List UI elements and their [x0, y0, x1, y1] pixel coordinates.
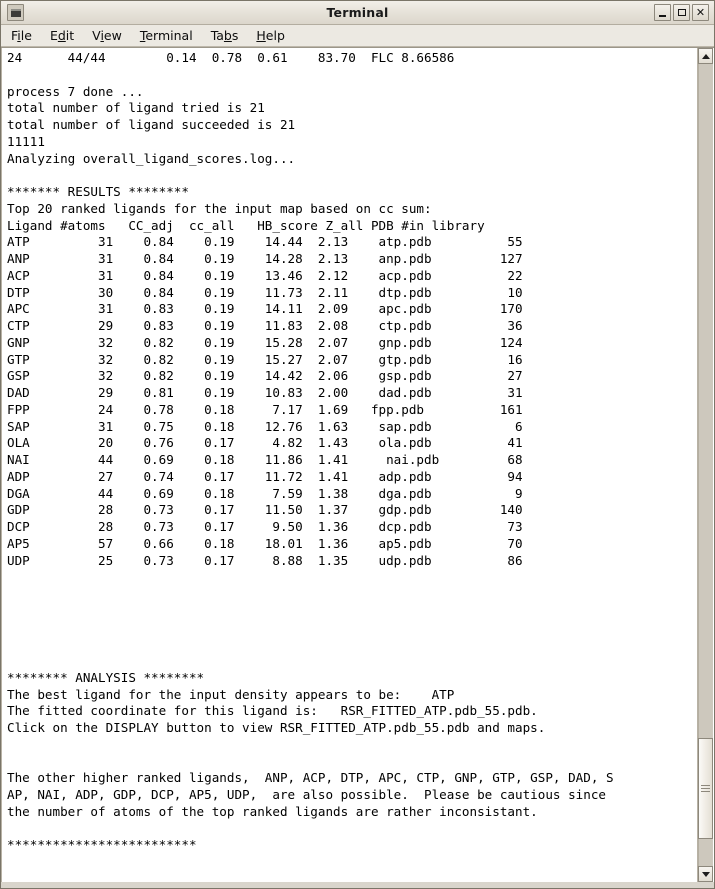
menu-file[interactable]: File [11, 28, 32, 43]
menu-terminal[interactable]: Terminal [139, 28, 193, 43]
terminal-screen[interactable]: 24 44/44 0.14 0.78 0.61 83.70 FLC 8.6658… [1, 48, 697, 882]
scroll-up-icon[interactable] [698, 48, 713, 64]
menubar: File Edit View Terminal Tabs Help [1, 25, 714, 47]
maximize-icon[interactable] [673, 4, 690, 21]
terminal-icon [7, 4, 24, 21]
menu-view[interactable]: View [92, 28, 122, 43]
titlebar[interactable]: Terminal ✕ [1, 1, 714, 25]
menu-tabs[interactable]: Tabs [210, 28, 239, 43]
scrollbar-thumb[interactable] [698, 737, 713, 839]
window-title: Terminal [326, 5, 389, 20]
scroll-down-icon[interactable] [698, 866, 713, 882]
close-icon[interactable]: ✕ [692, 4, 709, 21]
window-bottom-edge [1, 882, 714, 888]
minimize-icon[interactable] [654, 4, 671, 21]
scrollbar-track[interactable] [698, 64, 713, 866]
menu-help[interactable]: Help [256, 28, 285, 43]
vertical-scrollbar[interactable] [697, 48, 714, 882]
menu-edit[interactable]: Edit [49, 28, 75, 43]
terminal-output: 24 44/44 0.14 0.78 0.61 83.70 FLC 8.6658… [7, 50, 614, 853]
window-controls: ✕ [654, 4, 711, 21]
terminal-body: 24 44/44 0.14 0.78 0.61 83.70 FLC 8.6658… [1, 47, 714, 882]
